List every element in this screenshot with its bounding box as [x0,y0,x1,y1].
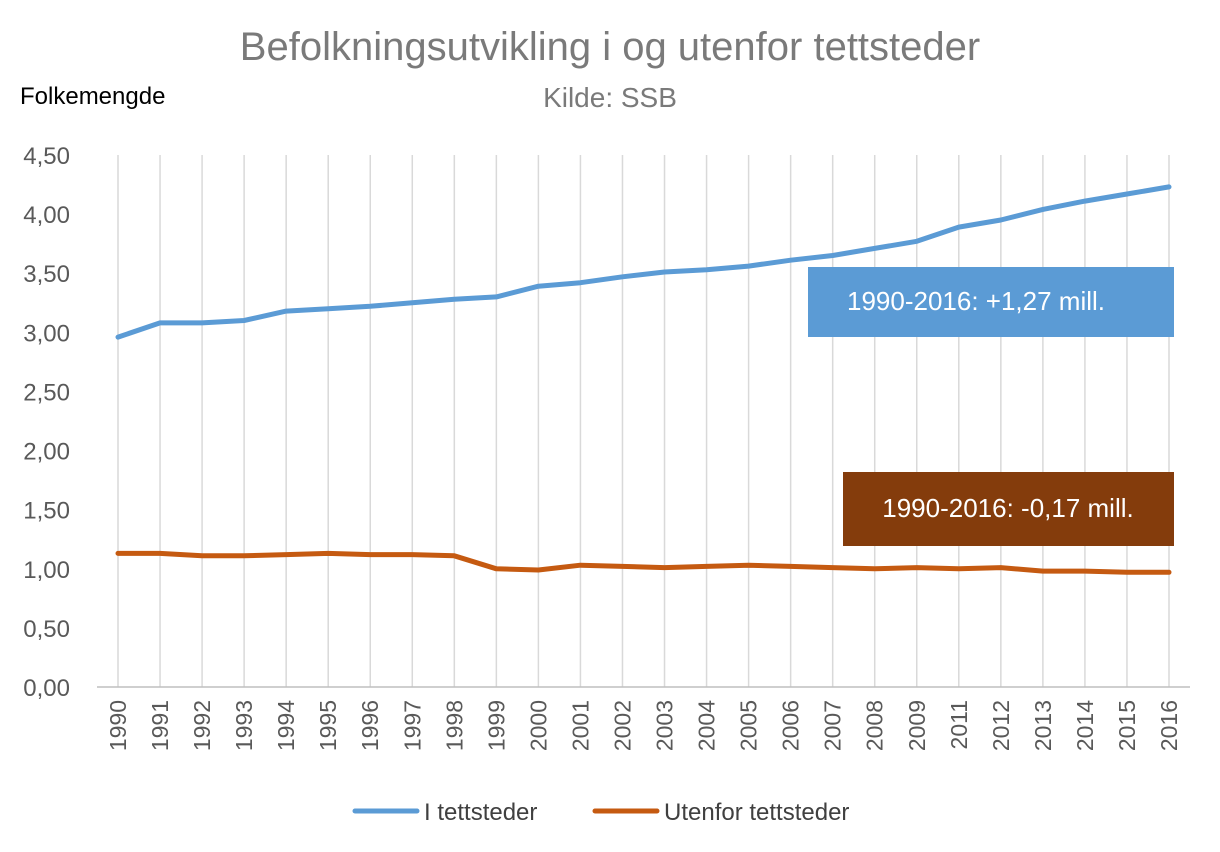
y-tick-label: 0,00 [23,675,70,702]
annotation-text: 1990-2016: +1,27 mill. [847,286,1105,316]
x-tick-label: 2005 [736,700,762,751]
x-tick-label: 1999 [483,700,509,751]
y-tick-label: 0,50 [23,616,70,643]
series-line-utenfor-tettsteder [115,550,1172,575]
chart-subtitle: Kilde: SSB [543,82,677,113]
y-tick-label: 2,50 [23,379,70,406]
y-tick-label: 4,00 [23,202,70,229]
legend-label: I tettsteder [424,799,537,826]
legend-item-i-tettsteder: I tettsteder [352,799,537,826]
x-tick-label: 2007 [820,700,846,751]
y-axis-ticks: 0,00 0,50 1,00 1,50 2,00 2,50 3,00 3,50 4,00 4,50 [23,143,70,702]
x-tick-label: 1992 [189,700,215,751]
y-tick-label: 3,00 [23,320,70,347]
y-tick-label: 4,50 [23,143,70,170]
x-tick-label: 1991 [147,700,173,751]
legend: I tettsteder Utenfor tettsteder [352,799,849,826]
x-tick-label: 1990 [105,700,131,751]
x-tick-label: 2006 [778,700,804,751]
x-axis-ticks: 1990 1991 1992 1993 1994 1995 1996 1997 1998 1999… [105,700,1182,751]
series-lines [115,184,1172,575]
legend-item-utenfor-tettsteder: Utenfor tettsteder [592,799,849,826]
x-tick-label: 1993 [231,700,257,751]
x-tick-label: 1994 [273,700,299,751]
x-tick-label: 2011 [946,700,972,749]
series-line-i-tettsteder [115,184,1172,340]
annotation-box-i-tettsteder: 1990-2016: +1,27 mill. [808,267,1174,337]
y-tick-label: 1,50 [23,498,70,525]
chart-title: Befolkningsutvikling i og utenfor tettst… [240,25,980,69]
annotation-background [843,472,1174,546]
legend-label: Utenfor tettsteder [664,799,849,826]
x-tick-label: 1996 [357,700,383,751]
x-tick-label: 2001 [567,700,593,751]
annotation-box-utenfor-tettsteder: 1990-2016: -0,17 mill. [843,472,1174,546]
x-tick-label: 2002 [609,700,635,751]
x-tick-label: 1995 [315,700,341,751]
x-tick-label: 2009 [904,700,930,751]
grid-lines [117,155,1170,687]
x-tick-label: 2012 [988,700,1014,751]
x-tick-label: 2015 [1114,700,1140,751]
y-tick-label: 1,00 [23,557,70,584]
x-tick-label: 2004 [694,700,720,751]
annotation-background [808,267,1174,337]
y-tick-label: 3,50 [23,261,70,288]
y-tick-label: 2,00 [23,439,70,466]
x-tick-label: 2016 [1156,700,1182,751]
x-tick-label: 2013 [1030,700,1056,751]
annotation-text: 1990-2016: -0,17 mill. [882,493,1133,523]
y-axis-label: Folkemengde [20,83,165,110]
x-tick-label: 2008 [862,700,888,751]
x-tick-label: 2003 [652,700,678,751]
x-tick-label: 1997 [399,700,425,751]
x-tick-label: 2014 [1072,700,1098,751]
x-tick-label: 2000 [525,700,551,751]
x-tick-label: 1998 [441,700,467,751]
